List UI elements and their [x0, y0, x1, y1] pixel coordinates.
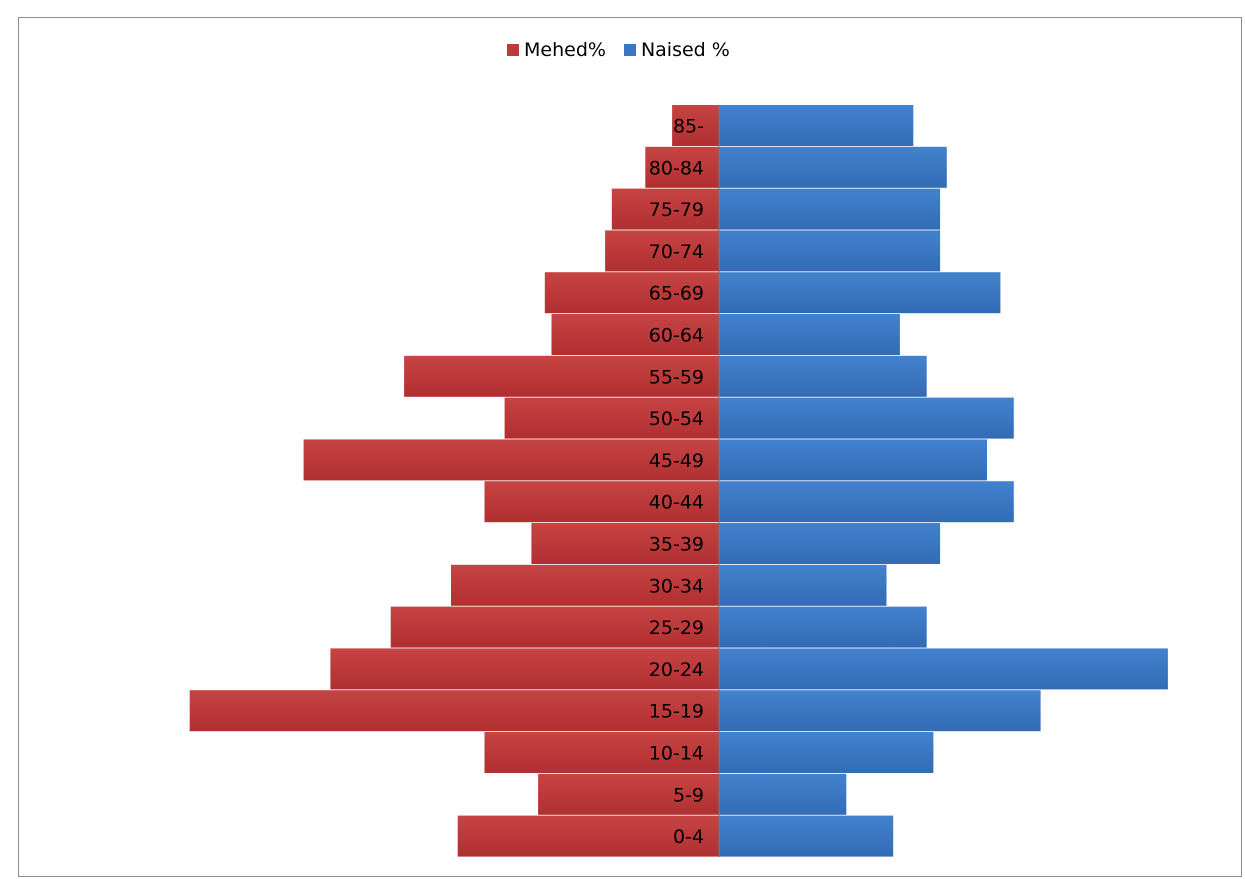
- bar-women-35-39: [719, 523, 941, 564]
- bar-men-0-4: [457, 815, 719, 857]
- tick-label-0-4: 0-4: [673, 826, 704, 848]
- bar-men-30-34: [451, 564, 719, 606]
- legend-label-men: Mehed%: [524, 39, 606, 61]
- bar-men-25-29: [390, 606, 719, 648]
- tick-label-85: 85-: [673, 116, 704, 138]
- bar-women-85: [719, 105, 914, 146]
- bar-men-40-44: [484, 481, 719, 523]
- bar-men-75-79: [611, 188, 719, 230]
- tick-label-60-64: 60-64: [649, 325, 704, 347]
- tick-label-40-44: 40-44: [649, 492, 704, 514]
- bar-women-70-74: [719, 230, 941, 272]
- legend-swatch-men: [507, 44, 519, 56]
- chart-legend: Mehed% Naised %: [507, 39, 748, 61]
- bar-women-75-79: [719, 188, 941, 230]
- bar-men-35-39: [531, 523, 719, 564]
- bar-women-0-4: [719, 815, 894, 857]
- legend-item-women: Naised %: [623, 39, 730, 61]
- bar-men-15-19: [189, 690, 719, 732]
- bar-women-45-49: [719, 439, 987, 481]
- legend-label-women: Naised %: [640, 39, 730, 61]
- bar-women-20-24: [719, 648, 1168, 690]
- tick-label-55-59: 55-59: [649, 366, 704, 388]
- bar-men-70-74: [605, 230, 719, 272]
- bar-women-30-34: [719, 564, 887, 606]
- bar-women-40-44: [719, 481, 1014, 523]
- bar-women-60-64: [719, 314, 900, 355]
- bar-men-55-59: [404, 355, 719, 397]
- bar-men-60-64: [551, 314, 719, 355]
- tick-label-10-14: 10-14: [649, 743, 704, 765]
- bar-women-25-29: [719, 606, 927, 648]
- bar-men-65-69: [544, 272, 719, 314]
- tick-label-25-29: 25-29: [649, 617, 704, 639]
- tick-label-70-74: 70-74: [649, 241, 704, 263]
- tick-label-75-79: 75-79: [649, 199, 704, 221]
- bar-women-15-19: [719, 690, 1041, 732]
- tick-label-50-54: 50-54: [649, 408, 704, 430]
- bar-men-10-14: [484, 732, 719, 773]
- tick-label-30-34: 30-34: [649, 575, 704, 597]
- legend-item-men: Mehed%: [507, 39, 606, 61]
- tick-label-80-84: 80-84: [649, 157, 704, 179]
- bar-women-65-69: [719, 272, 1001, 314]
- bar-women-55-59: [719, 355, 927, 397]
- bar-men-20-24: [330, 648, 719, 690]
- tick-label-65-69: 65-69: [649, 283, 704, 305]
- bar-women-10-14: [719, 732, 934, 773]
- bar-women-5-9: [719, 773, 847, 815]
- tick-label-45-49: 45-49: [649, 450, 704, 472]
- tick-label-35-39: 35-39: [649, 534, 704, 556]
- tick-label-15-19: 15-19: [649, 701, 704, 723]
- tick-label-20-24: 20-24: [649, 659, 704, 681]
- bar-women-50-54: [719, 397, 1014, 439]
- bar-men-80-84: [645, 146, 719, 188]
- bar-men-5-9: [538, 773, 719, 815]
- bar-men-85: [672, 105, 719, 146]
- tick-label-5-9: 5-9: [673, 784, 704, 806]
- legend-swatch-women: [623, 44, 636, 56]
- bar-men-45-49: [303, 439, 719, 481]
- bar-men-50-54: [504, 397, 719, 439]
- bar-women-80-84: [719, 146, 947, 188]
